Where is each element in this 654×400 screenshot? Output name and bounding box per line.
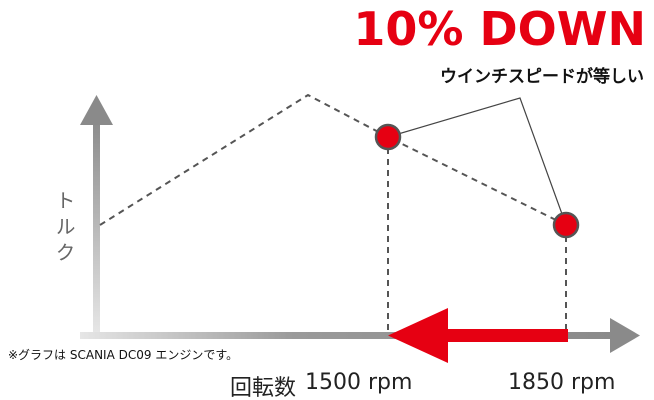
point — [552, 211, 580, 239]
torque-curve — [99, 93, 567, 226]
y-axis-arrow — [80, 95, 113, 125]
y-label: トルク — [52, 190, 76, 268]
x-mark: 1850 rpm — [508, 370, 616, 395]
red-arrow-shaft — [430, 329, 568, 342]
callout-line — [387, 97, 567, 226]
x-axis — [80, 332, 615, 339]
title: 10% DOWN — [353, 2, 646, 56]
note: ※グラフは SCANIA DC09 エンジンです。 — [8, 348, 239, 362]
y-axis — [93, 118, 100, 333]
point — [374, 123, 402, 151]
subtitle: ウインチスピードが等しい — [440, 67, 644, 87]
x-axis-arrow — [610, 318, 640, 353]
red-arrow-head — [388, 308, 448, 363]
x-label: 回転数 — [230, 376, 297, 400]
x-mark: 1500 rpm — [305, 370, 413, 395]
